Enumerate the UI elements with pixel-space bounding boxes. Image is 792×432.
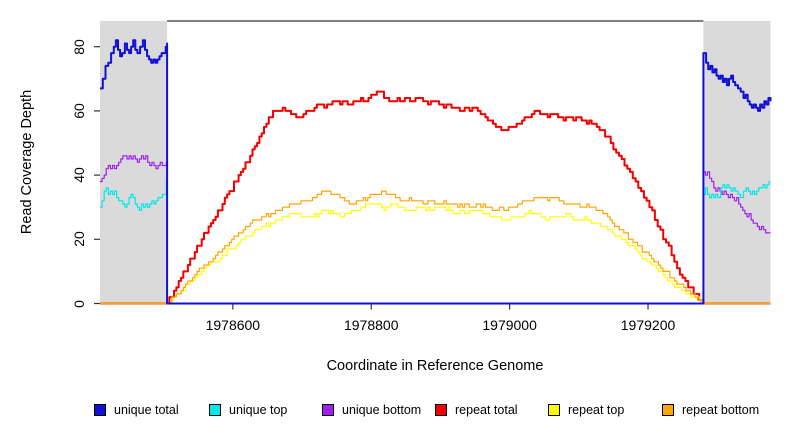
x-tick-label: 1978600 [205, 317, 261, 333]
y-tick-label: 40 [71, 167, 87, 183]
legend-item-unique-top: unique top [209, 402, 287, 418]
series-line-repeat-total [100, 90, 771, 305]
legend-swatch [322, 404, 334, 416]
legend-swatch [548, 404, 560, 416]
y-tick-label: 20 [71, 231, 87, 248]
legend-swatch [662, 404, 674, 416]
legend-label: unique total [114, 403, 179, 417]
shaded-region-right [703, 21, 771, 304]
legend-item-repeat-total: repeat total [435, 402, 518, 418]
legend-item-repeat-top: repeat top [548, 402, 624, 418]
legend-swatch [94, 404, 106, 416]
y-tick-label: 60 [71, 103, 87, 119]
legend-swatch [209, 404, 221, 416]
legend-item-unique-bottom: unique bottom [322, 402, 421, 418]
series-line-repeat-top [100, 203, 771, 305]
x-tick-label: 1978800 [343, 317, 399, 333]
legend-label: repeat total [455, 403, 518, 417]
shaded-region-left [100, 21, 168, 304]
legend-label: unique bottom [342, 403, 422, 417]
x-tick-label: 1979000 [482, 317, 537, 333]
legend-item-unique-total: unique total [94, 402, 179, 418]
y-axis-title: Read Coverage Depth [19, 89, 35, 235]
y-tick-label: 0 [71, 299, 87, 308]
legend-label: unique top [229, 403, 288, 417]
legend-label: repeat top [568, 403, 625, 417]
legend-item-repeat-bottom: repeat bottom [662, 402, 759, 418]
x-tick-label: 1979200 [620, 317, 676, 333]
y-tick-label: 80 [71, 38, 87, 55]
legend-swatch [435, 404, 447, 416]
series-line-repeat-bottom [100, 190, 771, 305]
legend: unique total unique top unique bottom repea… [0, 402, 792, 420]
legend-label: repeat bottom [682, 403, 760, 417]
series-line-unique-top [100, 180, 771, 305]
x-axis-title: Coordinate in Reference Genome [326, 358, 544, 374]
series-line-unique-total [100, 39, 772, 305]
